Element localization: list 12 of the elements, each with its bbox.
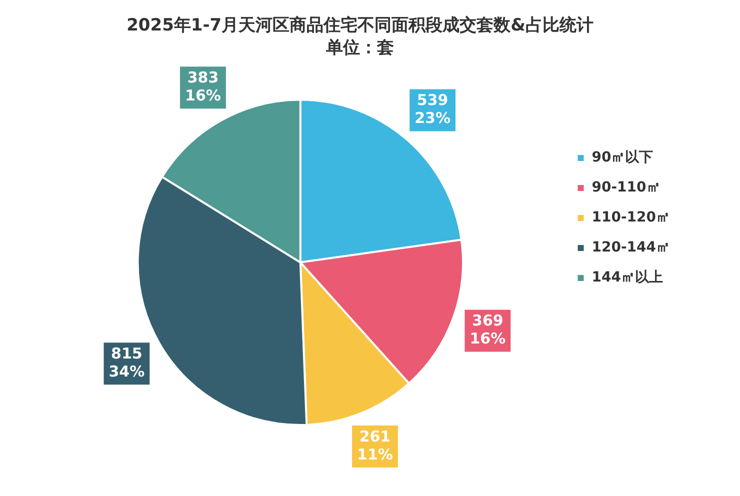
legend-label: 90-110㎡ — [592, 180, 660, 196]
legend-label: 144㎡以上 — [592, 270, 663, 286]
data-label: 383 16% — [185, 68, 221, 104]
data-label: 261 11% — [357, 427, 393, 464]
chart-subtitle: 单位：套 — [325, 38, 394, 58]
chart-title: 2025年1-7月天河区商品住宅不同面积段成交套数&占比统计 — [126, 16, 594, 36]
data-label: 815 34% — [108, 344, 145, 380]
legend-label: 90㎡以下 — [592, 150, 654, 166]
data-label: 369 16% — [470, 312, 506, 348]
legend-label: 110-120㎡ — [592, 210, 670, 226]
data-label: 539 23% — [414, 91, 450, 128]
legend-label: 120-144㎡ — [592, 240, 670, 256]
